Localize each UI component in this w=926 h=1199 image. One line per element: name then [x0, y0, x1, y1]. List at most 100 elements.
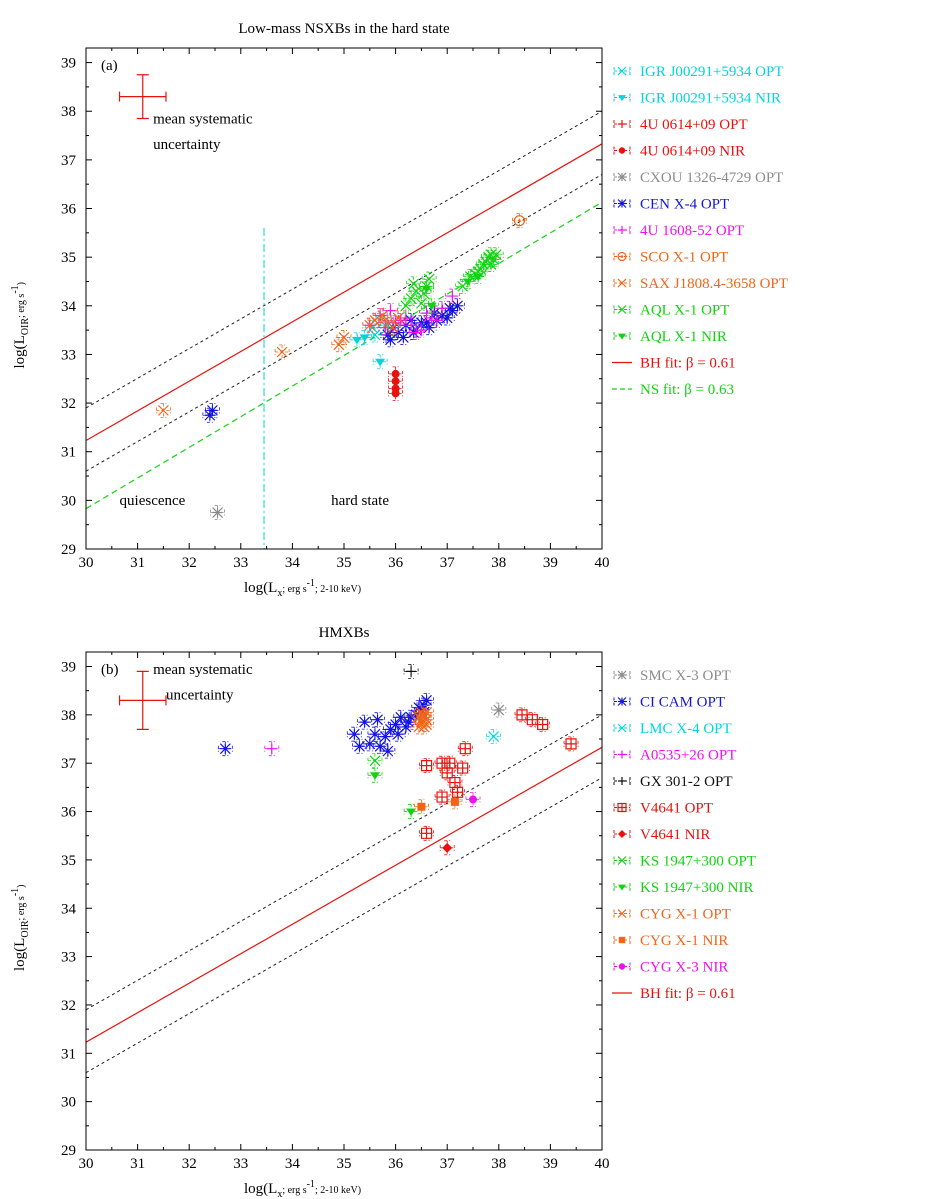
- legend-marker: [618, 750, 626, 759]
- legend-marker: [617, 305, 627, 314]
- data-point: [469, 795, 477, 804]
- legend-marker: [618, 226, 626, 234]
- data-point: [537, 718, 549, 731]
- x-tick-label: 37: [440, 1156, 456, 1172]
- y-tick-label: 33: [61, 950, 76, 966]
- data-point: [395, 711, 407, 723]
- series-8: [156, 308, 406, 418]
- data-point: [369, 755, 381, 767]
- x-tick-label: 31: [130, 1156, 145, 1172]
- data-point: [420, 760, 433, 772]
- data-point: [377, 310, 389, 321]
- legend-label: IGR J00291+5934 OPT: [640, 64, 783, 80]
- data-point: [513, 215, 526, 227]
- data-point: [421, 317, 432, 329]
- series-0: [491, 702, 507, 718]
- fit-line-1: [86, 201, 602, 510]
- data-point: [276, 346, 288, 358]
- data-point: [421, 285, 432, 294]
- data-point: [417, 802, 426, 811]
- legend-item: SCO X-1 OPT: [613, 250, 728, 266]
- series-7: [512, 213, 527, 229]
- data-point: [392, 728, 404, 740]
- legend-item: AQL X-1 OPT: [613, 303, 729, 319]
- plot-frame: [85, 651, 603, 1151]
- data-point: [406, 808, 417, 817]
- data-point: [392, 312, 404, 324]
- data-point: [426, 302, 437, 311]
- data-point: [354, 740, 365, 752]
- data-point: [369, 772, 380, 780]
- data-point: [421, 714, 432, 726]
- legend-label: NS fit: β = 0.63: [640, 382, 734, 398]
- legend-marker: [618, 963, 626, 970]
- y-tick-label: 37: [61, 153, 77, 169]
- data-point: [488, 731, 500, 743]
- legend-marker-dot: [620, 255, 624, 258]
- chart-title: Low-mass NSXBs in the hard state: [238, 21, 450, 37]
- data-point: [444, 302, 456, 314]
- y-tick-label: 32: [61, 998, 76, 1014]
- legend-item: CYG X-1 NIR: [613, 933, 728, 949]
- plot-area: [86, 110, 602, 549]
- legend-marker: [617, 251, 627, 262]
- legend-marker: [618, 120, 626, 128]
- series-4: [210, 505, 225, 520]
- x-axis-label: log(Lx; erg s-1; 2-10 keV): [244, 578, 361, 599]
- series-7: [367, 753, 383, 769]
- y-tick-label: 36: [61, 202, 77, 218]
- legend-marker: [618, 95, 626, 102]
- panel-a: Low-mass NSXBs in the hard state 30 31 32 33…: [10, 21, 788, 599]
- x-tick-label: 37: [440, 555, 456, 571]
- data-point: [391, 389, 400, 398]
- y-tick-label: 35: [61, 250, 76, 266]
- y-axis-label: log(LOIR; erg s-1): [10, 884, 31, 971]
- legend-marker: [617, 856, 627, 865]
- y-tick-label: 34: [61, 901, 77, 917]
- y-tick-label: 34: [61, 299, 77, 315]
- x-tick-label: 39: [543, 1156, 558, 1172]
- data-point: [351, 336, 362, 345]
- legend-label: V4641 OPT: [640, 801, 713, 817]
- data-point: [387, 322, 399, 334]
- legend-marker: [617, 278, 627, 288]
- x-tick-label: 32: [182, 1156, 197, 1172]
- y-tick-label: 30: [61, 493, 76, 509]
- legend-label: BH fit: β = 0.61: [640, 356, 736, 372]
- uncertainty-label-line2: uncertainty: [166, 687, 234, 703]
- quiescence-label: quiescence: [120, 493, 186, 509]
- legend-item: 4U 0614+09 NIR: [613, 144, 745, 160]
- series-9: [411, 705, 434, 735]
- data-point-dot: [518, 219, 521, 222]
- bound-line-0: [86, 110, 602, 409]
- legend-item: CEN X-4 OPT: [613, 197, 729, 213]
- legend-label: SAX J1808.4-3658 OPT: [640, 276, 788, 292]
- legend-label: SMC X-3 OPT: [640, 668, 731, 684]
- series-4: [403, 663, 419, 679]
- legend-marker: [617, 199, 627, 208]
- data-point: [157, 404, 169, 416]
- series-3: [388, 366, 403, 401]
- legend-item: SMC X-3 OPT: [613, 668, 731, 684]
- bound-line-1: [86, 777, 602, 1074]
- legend-label: SCO X-1 OPT: [640, 250, 728, 266]
- data-point: [348, 728, 360, 740]
- data-point: [333, 339, 345, 351]
- y-tick-label: 36: [61, 805, 77, 821]
- data-point: [452, 300, 463, 312]
- data-point: [423, 273, 435, 285]
- data-point: [426, 312, 437, 323]
- series-10: [414, 794, 463, 815]
- bound-line-0: [86, 714, 602, 1011]
- x-tick-label: 33: [233, 1156, 248, 1172]
- data-point: [403, 716, 414, 728]
- legend-label: AQL X-1 OPT: [640, 303, 729, 319]
- series-1: [217, 692, 434, 759]
- y-tick-label: 39: [61, 56, 76, 72]
- legend-label: IGR J00291+5934 NIR: [640, 91, 781, 107]
- data-point: [400, 721, 412, 733]
- legend-marker: [617, 66, 627, 76]
- y-tick-label: 37: [61, 756, 77, 772]
- legend-item: KS 1947+300 NIR: [613, 880, 753, 896]
